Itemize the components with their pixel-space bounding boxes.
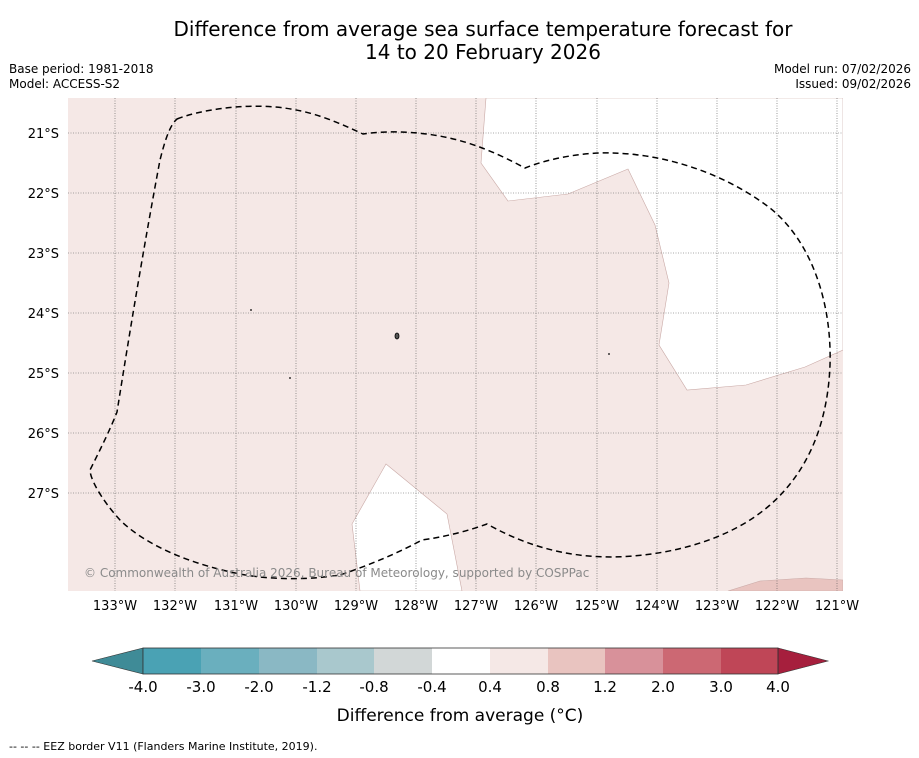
colorbar-swatch bbox=[317, 648, 374, 674]
neutral-region-south bbox=[351, 463, 463, 591]
lon-label: 127°W bbox=[454, 599, 498, 614]
island-marker bbox=[289, 377, 291, 379]
issued-date: Issued: 09/02/2026 bbox=[795, 77, 911, 91]
colorbar-swatch bbox=[490, 648, 548, 674]
lon-label: 125°W bbox=[575, 599, 619, 614]
lat-label: 23°S bbox=[28, 247, 59, 262]
colorbar: -4.0 -3.0 -2.0 -1.2 -0.8 -0.4 0.4 0.8 1.… bbox=[91, 647, 830, 726]
lon-label: 123°W bbox=[695, 599, 739, 614]
colorbar-swatch bbox=[201, 648, 259, 674]
model-run: Model run: 07/02/2026 bbox=[773, 62, 911, 76]
colorbar-ticks: -4.0 -3.0 -2.0 -1.2 -0.8 -0.4 0.4 0.8 1.… bbox=[128, 678, 790, 696]
island-marker bbox=[250, 309, 252, 311]
neutral-region-north bbox=[480, 98, 843, 391]
colorbar-swatch bbox=[663, 648, 721, 674]
lon-label: 122°W bbox=[755, 599, 799, 614]
lon-label: 121°W bbox=[815, 599, 859, 614]
colorbar-swatch bbox=[605, 648, 663, 674]
meta-left: Base period: 1981-2018 Model: ACCESS-S2 bbox=[9, 62, 154, 92]
colorbar-swatch bbox=[548, 648, 605, 674]
colorbar-swatch bbox=[374, 648, 432, 674]
colorbar-swatch bbox=[259, 648, 317, 674]
eez-border bbox=[89, 105, 831, 580]
colorbar-tick-label: -0.4 bbox=[417, 678, 446, 696]
title-line-2: 14 to 20 February 2026 bbox=[365, 40, 601, 64]
lon-label: 128°W bbox=[394, 599, 438, 614]
lon-label: 132°W bbox=[153, 599, 197, 614]
latitude-labels: 21°S 22°S 23°S 24°S 25°S 26°S 27°S bbox=[28, 127, 59, 502]
eez-legend-note: -- -- -- EEZ border V11 (Flanders Marine… bbox=[9, 740, 318, 753]
title-line-1: Difference from average sea surface temp… bbox=[173, 17, 793, 41]
colorbar-tick-label: -0.8 bbox=[359, 678, 388, 696]
lat-label: 21°S bbox=[28, 127, 59, 142]
island-marker bbox=[394, 332, 400, 340]
colorbar-label: Difference from average (°C) bbox=[337, 706, 584, 726]
colorbar-outline bbox=[142, 647, 779, 675]
island-marker bbox=[608, 353, 610, 355]
lat-label: 27°S bbox=[28, 487, 59, 502]
lat-label: 25°S bbox=[28, 367, 59, 382]
lon-label: 126°W bbox=[514, 599, 558, 614]
copyright-notice: © Commonwealth of Australia 2026, Bureau… bbox=[84, 566, 589, 580]
colorbar-tick-label: 1.2 bbox=[593, 678, 617, 696]
colorbar-tick-label: 3.0 bbox=[709, 678, 733, 696]
warm-region-southeast bbox=[727, 577, 843, 591]
chart-title: Difference from average sea surface temp… bbox=[0, 18, 919, 64]
colorbar-tick-label: -2.0 bbox=[244, 678, 273, 696]
colorbar-tick-label: -3.0 bbox=[186, 678, 215, 696]
lon-label: 131°W bbox=[214, 599, 258, 614]
lon-label: 124°W bbox=[635, 599, 679, 614]
colorbar-tick-label: 0.4 bbox=[478, 678, 502, 696]
colorbar-swatch bbox=[721, 648, 778, 674]
graticule bbox=[68, 98, 843, 591]
map-panel: © Commonwealth of Australia 2026, Bureau… bbox=[68, 98, 843, 591]
colorbar-swatch bbox=[432, 648, 490, 674]
lon-label: 133°W bbox=[93, 599, 137, 614]
colorbar-over-arrow bbox=[777, 647, 830, 675]
base-period: Base period: 1981-2018 bbox=[9, 62, 154, 76]
lon-label: 129°W bbox=[334, 599, 378, 614]
meta-right: Model run: 07/02/2026 Issued: 09/02/2026 bbox=[774, 62, 911, 92]
colorbar-under-arrow bbox=[91, 647, 144, 675]
lat-label: 24°S bbox=[28, 307, 59, 322]
lat-label: 22°S bbox=[28, 187, 59, 202]
colorbar-tick-label: 0.8 bbox=[536, 678, 560, 696]
colorbar-swatch bbox=[143, 648, 201, 674]
colorbar-tick-label: 4.0 bbox=[766, 678, 790, 696]
colorbar-tick-label: -4.0 bbox=[128, 678, 157, 696]
colorbar-tick-label: 2.0 bbox=[651, 678, 675, 696]
lon-label: 130°W bbox=[274, 599, 318, 614]
lat-label: 26°S bbox=[28, 427, 59, 442]
longitude-labels: 133°W 132°W 131°W 130°W 129°W 128°W 127°… bbox=[93, 599, 859, 614]
model-name: Model: ACCESS-S2 bbox=[9, 77, 121, 91]
colorbar-tick-label: -1.2 bbox=[302, 678, 331, 696]
